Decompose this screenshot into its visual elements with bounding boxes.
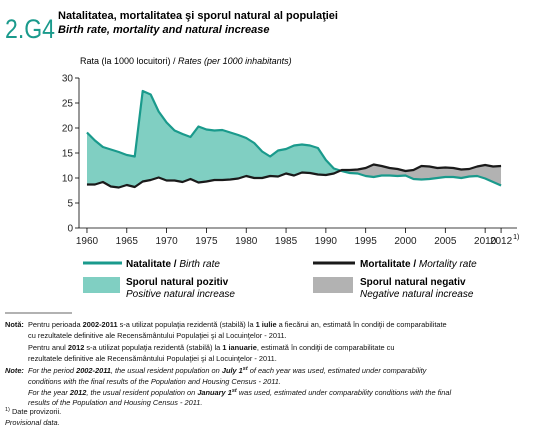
note-text: January 1 [197,388,232,397]
note-text: cu rezultatele definitive ale Recensămân… [28,331,287,340]
note-line: cu rezultatele definitive ale Recensămân… [28,331,287,340]
y-label-en: Rates (per 1000 inhabitants) [178,56,292,66]
note-line: rezultatele definitive ale Recensământul… [28,354,277,363]
note-text: was used, estimated under comparability … [237,388,452,397]
note-text: 2012 [68,343,84,352]
note-text: 1 iulie [256,320,277,329]
legend-name-en: Birth rate [179,259,220,270]
x-tick-label: 2000 [394,236,417,247]
legend-name: Sporul natural negativ [360,277,466,288]
chart-subtitle: Birth rate, mortality and natural increa… [58,24,270,36]
note-text: conditions with the final results of the… [28,377,281,386]
note-text: Pentru perioada [28,320,83,329]
note-text: rezultatele definitive ale Recensământul… [28,354,277,363]
legend-name: Mortalitate / [360,259,416,270]
note-text: Notă: [5,320,24,329]
x-tick-label: 2012 [490,236,513,247]
note-line: Provisional data. [5,418,60,427]
note-text: For the period [28,366,76,375]
note-text: Provisional data. [5,418,60,427]
note-line: Note: For the period 2002-2011, the usual… [5,366,428,375]
x-tick-note: 1) [513,234,519,241]
legend-name: Sporul natural pozitiv [126,277,229,288]
note-text: Pentru anul [28,343,68,352]
legend-swatch [83,277,120,293]
note-text: Note: [5,366,24,375]
note-text: July 1 [222,366,243,375]
note-text: of each year was used, estimated under c… [248,366,428,375]
note-text: a fiecărui an, estimată în condiţii de c… [277,320,447,329]
note-text: results of the Population and Housing Ce… [28,398,202,407]
x-tick-label: 2010 [474,236,497,247]
note-line: Notă: Pentru perioada 2002-2011 s-a utili… [5,320,447,329]
legend-name-en: Negative natural increase [360,289,474,300]
note-text: st [243,366,249,372]
note-text: s-a utilizat populaţia rezidentă (stabil… [84,343,222,352]
y-tick-label: 0 [67,224,73,235]
x-tick-label: 1990 [315,236,338,247]
note-text: s-a utilizat populaţia rezidentă (stabil… [118,320,256,329]
note-text: st [232,388,238,394]
legend-label: Mortalitate / Mortality rate [360,259,477,270]
y-tick-label: 30 [62,74,74,85]
x-tick-label: 1965 [116,236,139,247]
y-tick-label: 20 [62,124,74,135]
note-line: 1) Date provizorii. [5,407,61,416]
legend-label: Natalitate / Birth rate [126,259,220,270]
note-line: Pentru anul 2012 s-a utilizat populaţia … [28,343,394,352]
note-text: 1 ianuarie [222,343,257,352]
note-text: For the year [28,388,70,397]
note-text: , the usual resident population on [86,388,197,397]
x-tick-label: 1975 [195,236,218,247]
notes: Notă: Pentru perioada 2002-2011 s-a utili… [5,320,452,427]
note-text: 2012 [69,388,87,397]
y-label-ro: Rata (la 1000 locuitori) / [80,56,178,66]
legend-name: Natalitate / [126,259,177,270]
y-axis-label: Rata (la 1000 locuitori) / Rates (per 10… [80,56,292,66]
series-line [86,89,502,187]
note-text: , estimată în condiţii de comparabilitat… [257,343,395,352]
y-tick-label: 25 [62,99,74,110]
x-tick-label: 2005 [434,236,457,247]
legend: Natalitate / Birth rate Mortalitate / Mo… [83,259,477,300]
note-text: 2002-2011 [75,366,111,375]
fill-positive [86,91,502,188]
legend-name-en: Mortality rate [419,259,477,270]
chart-title: Natalitatea, mortalitatea şi sporul natu… [58,10,338,22]
note-line: For the year 2012, the usual resident po… [28,388,452,397]
x-tick-label: 1960 [76,236,99,247]
series-line [86,163,502,189]
x-tick-label: 1970 [155,236,178,247]
x-tick-label: 1980 [235,236,258,247]
note-text: Date provizorii. [10,407,61,416]
legend-name-en: Positive natural increase [126,289,235,300]
x-tick-label: 1985 [275,236,298,247]
note-text: 2002-2011 [83,320,118,329]
note-line: conditions with the final results of the… [28,377,281,386]
note-line: results of the Population and Housing Ce… [28,398,202,407]
note-text: 1) [5,407,10,413]
note-text: , the usual resident population on [111,366,222,375]
y-tick-label: 10 [62,174,74,185]
y-tick-label: 15 [62,149,74,160]
legend-swatch [313,277,353,293]
figure-id: 2.G4 [5,14,55,44]
x-tick-label: 1995 [355,236,378,247]
y-tick-label: 5 [67,199,73,210]
